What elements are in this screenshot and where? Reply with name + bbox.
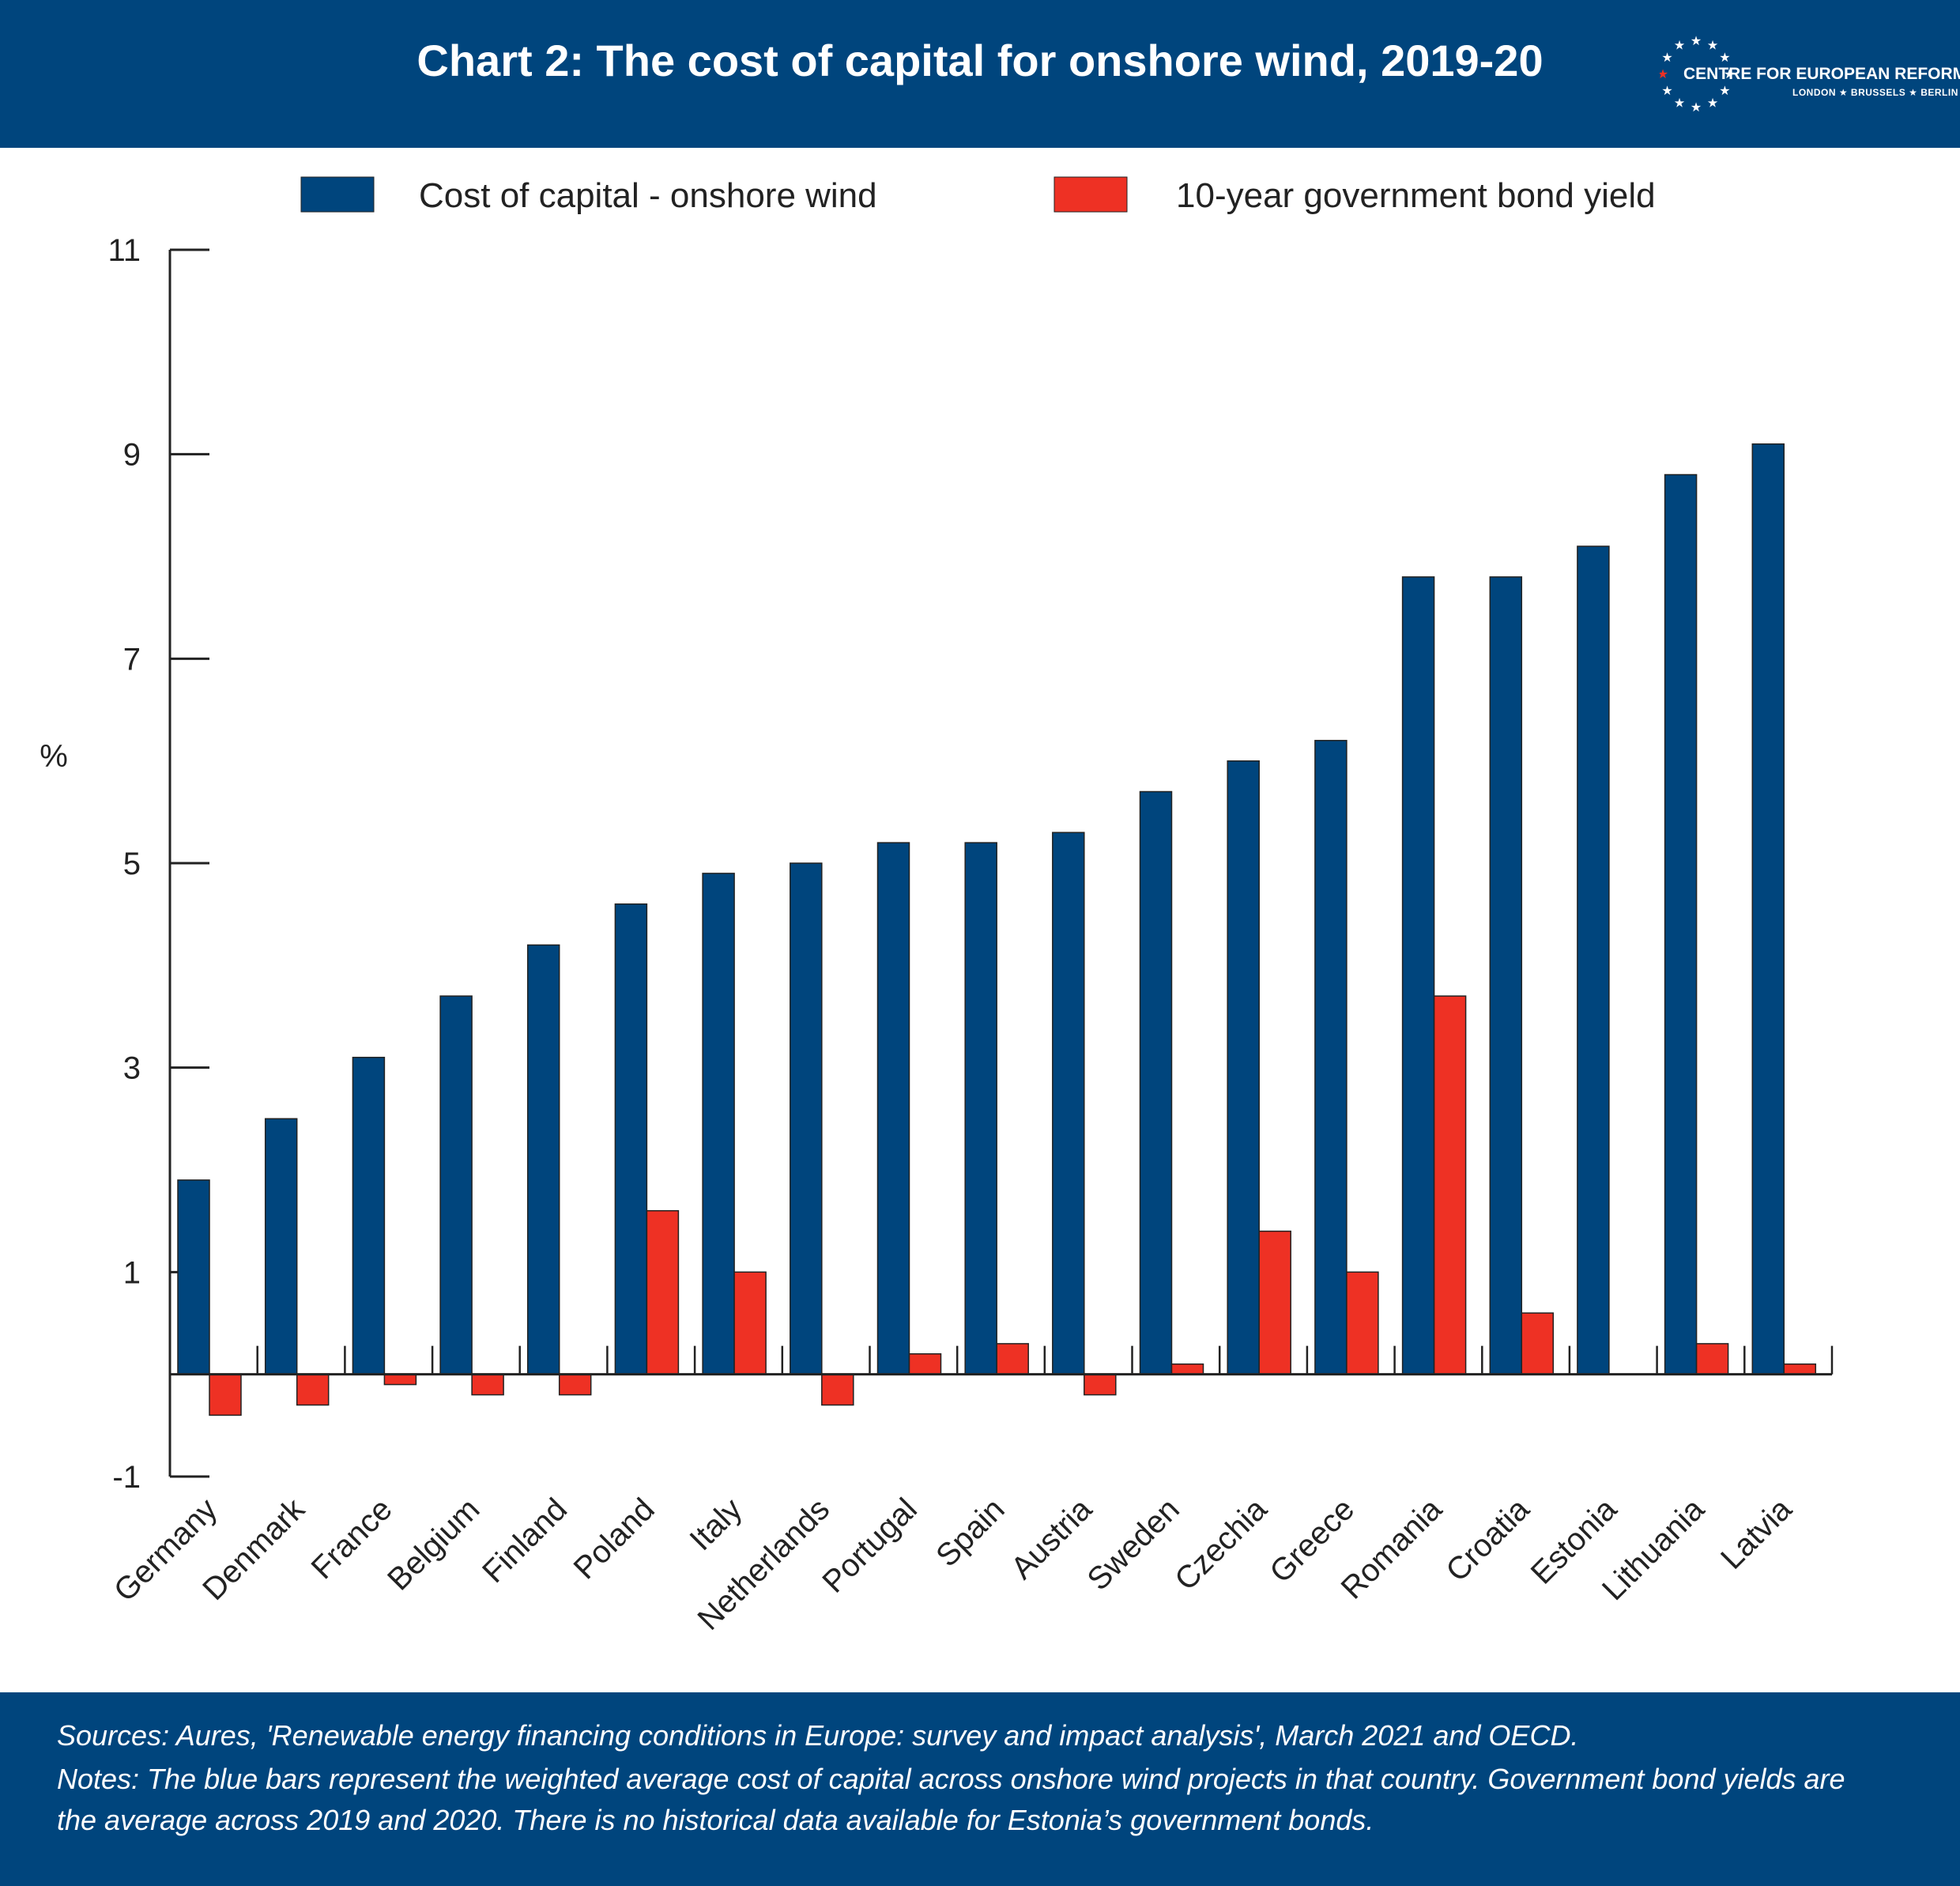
bar-bond-yield-germany [209, 1373, 242, 1416]
x-tick-label: Portugal [816, 1492, 923, 1599]
bar-cost-of-capital-poland [614, 903, 648, 1375]
legend-swatch-2 [1054, 176, 1128, 213]
legend-swatch-1 [300, 176, 375, 213]
bar-cost-of-capital-lithuania [1664, 473, 1698, 1375]
y-tick-label: 1 [123, 1255, 141, 1290]
y-tick-label: 7 [123, 642, 141, 677]
bar-cost-of-capital-portugal [876, 842, 910, 1375]
logo-star: ★ [1690, 101, 1702, 115]
x-tick-label: Latvia [1714, 1492, 1799, 1576]
bar-bond-yield-croatia [1521, 1312, 1555, 1375]
bar-cost-of-capital-czechia [1227, 760, 1260, 1375]
notes-line-1: Notes: The blue bars represent the weigh… [57, 1763, 1845, 1795]
bar-bond-yield-denmark [296, 1373, 330, 1406]
y-tick-label: 5 [123, 847, 141, 881]
legend-label-2: 10-year government bond yield [1176, 176, 1656, 215]
bar-cost-of-capital-croatia [1489, 576, 1523, 1375]
x-tick-label: Sweden [1081, 1492, 1186, 1597]
chart-footer: Sources: Aures, 'Renewable energy financ… [0, 1692, 1960, 1886]
x-tick-label: Finland [476, 1492, 574, 1590]
bar-bond-yield-italy [733, 1271, 767, 1375]
bar-bond-yield-greece [1346, 1271, 1379, 1375]
logo-name: CENTRE FOR EUROPEAN REFORM [1683, 65, 1960, 83]
bar-cost-of-capital-greece [1314, 740, 1348, 1375]
bar-bond-yield-czechia [1258, 1230, 1291, 1375]
cer-logo: ★ ★ ★ ★ ★ ★ ★ ★ ★ ★ ★ ★ CENTRE FOR EUROPEAN REFORM … [1660, 30, 1960, 117]
logo-star: ★ [1719, 51, 1730, 65]
bar-cost-of-capital-estonia [1577, 545, 1610, 1375]
bar-bond-yield-romania [1433, 995, 1467, 1375]
bar-cost-of-capital-italy [702, 873, 735, 1375]
logo-star: ★ [1707, 40, 1718, 53]
notes-line-2: the average across 2019 and 2020. There … [57, 1804, 1374, 1836]
y-axis-label: % [40, 739, 68, 774]
x-tick-label: Spain [929, 1492, 1011, 1573]
logo-star: ★ [1674, 40, 1685, 53]
bar-bond-yield-poland [646, 1209, 680, 1375]
logo-star: ★ [1674, 96, 1685, 110]
bar-cost-of-capital-austria [1052, 832, 1085, 1375]
y-tick-label: 3 [123, 1051, 141, 1086]
x-tick-label: Italy [683, 1492, 748, 1557]
logo-star: ★ [1690, 35, 1702, 48]
bar-bond-yield-austria [1084, 1373, 1117, 1396]
x-tick-label: Poland [567, 1492, 662, 1586]
logo-star: ★ [1719, 85, 1730, 98]
bar-bond-yield-sweden [1170, 1363, 1204, 1375]
x-tick-label: Czechia [1168, 1492, 1274, 1597]
bar-cost-of-capital-sweden [1139, 790, 1173, 1375]
x-tick-label: Belgium [381, 1492, 486, 1597]
bar-bond-yield-belgium [471, 1373, 504, 1396]
bar-cost-of-capital-latvia [1751, 443, 1785, 1375]
bar-chart: Cost of capital - onshore wind 10-year go… [40, 176, 1834, 1637]
sources-note: Sources: Aures, 'Renewable energy financ… [57, 1719, 1579, 1752]
y-tick-label: 9 [123, 438, 141, 473]
eu-stars-icon: ★ ★★★★★★★★★★★ [1660, 35, 1735, 115]
bar-cost-of-capital-germany [177, 1179, 210, 1375]
bar-cost-of-capital-denmark [264, 1118, 298, 1375]
bar-cost-of-capital-finland [526, 944, 560, 1375]
bar-bond-yield-latvia [1783, 1363, 1817, 1375]
chart-header: Chart 2: The cost of capital for onshore… [0, 0, 1960, 148]
legend-label-1: Cost of capital - onshore wind [419, 176, 877, 215]
y-tick-label: 11 [107, 233, 141, 268]
logo-star: ★ [1661, 51, 1672, 65]
bar-cost-of-capital-netherlands [790, 862, 823, 1375]
y-tick-label: -1 [112, 1460, 141, 1495]
logo-star: ★ [1660, 68, 1668, 81]
chart-title: Chart 2: The cost of capital for onshore… [416, 36, 1544, 85]
bar-cost-of-capital-romania [1401, 576, 1435, 1375]
bar-bond-yield-lithuania [1695, 1343, 1729, 1375]
bar-bond-yield-finland [558, 1373, 592, 1396]
bar-bond-yield-netherlands [821, 1373, 854, 1406]
logo-cities: LONDON ★ BRUSSELS ★ BERLIN [1792, 87, 1958, 98]
x-tick-label: Croatia [1439, 1492, 1536, 1589]
logo-star: ★ [1707, 96, 1718, 110]
bar-cost-of-capital-france [352, 1056, 386, 1375]
bar-bond-yield-spain [996, 1343, 1029, 1375]
bar-cost-of-capital-spain [964, 842, 997, 1375]
logo-star: ★ [1661, 85, 1672, 98]
bar-bond-yield-portugal [908, 1353, 942, 1375]
bar-cost-of-capital-belgium [439, 995, 473, 1375]
bar-bond-yield-france [383, 1373, 417, 1386]
logo-star: ★ [1724, 68, 1735, 81]
